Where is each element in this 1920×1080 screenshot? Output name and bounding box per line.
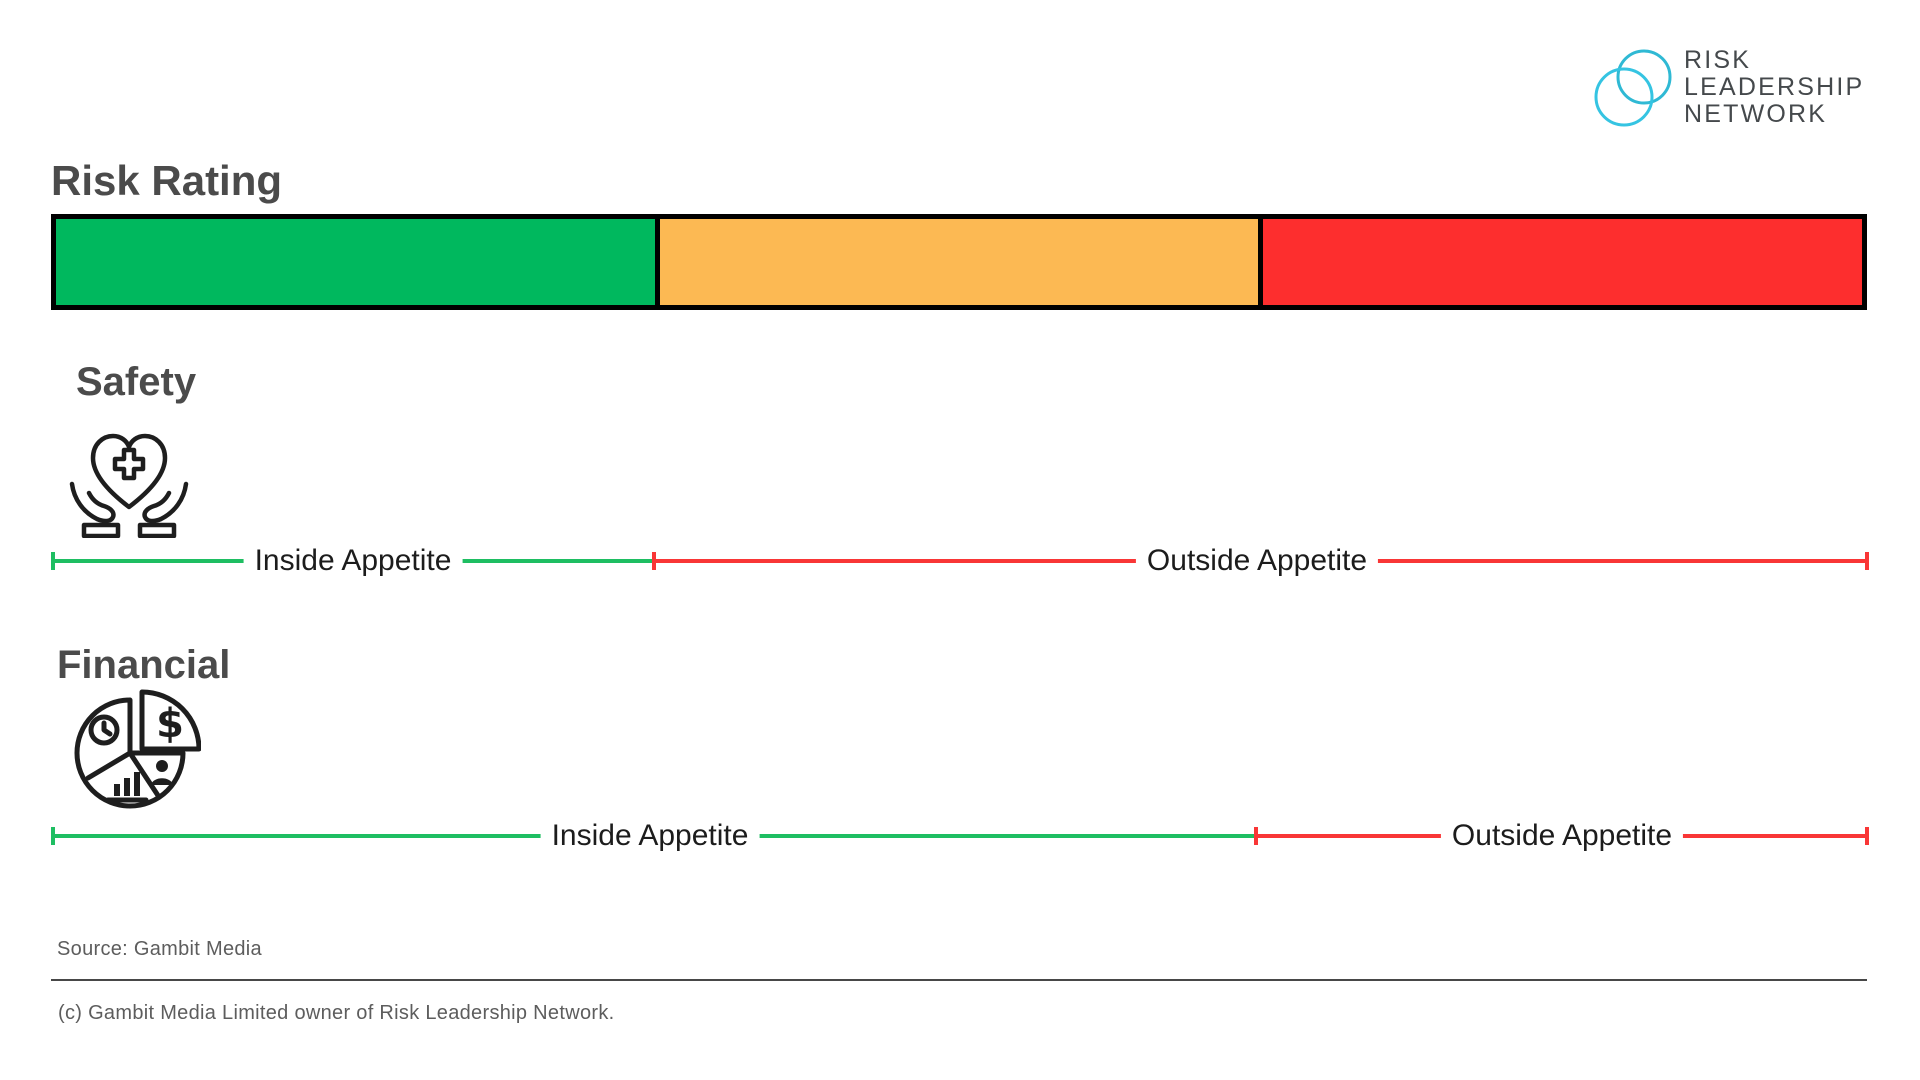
section-title-financial: Financial [57,643,231,687]
section-title-safety: Safety [76,360,197,404]
logo-line-2: LEADERSHIP [1684,73,1865,101]
source-attribution: Source: Gambit Media [57,938,262,960]
risk-leadership-network-logo: RISK LEADERSHIP NETWORK [1592,44,1882,130]
safety-line-threshold-tick [652,552,656,570]
rating-segment-green [56,219,655,305]
risk-rating-bar [51,214,1867,310]
logo-circles-icon [1594,49,1672,127]
heart-in-hands-icon [69,433,189,538]
rating-segment-red [1258,219,1863,305]
footer-divider [51,979,1867,981]
financial-outside-appetite-label: Outside Appetite [1440,819,1684,853]
financial-line-end-tick [1865,827,1869,845]
logo-wordmark: RISK LEADERSHIP NETWORK [1684,47,1864,128]
safety-appetite-line: Inside Appetite Outside Appetite [51,541,1869,581]
finance-pie-chart-icon: $ [74,689,201,809]
logo-line-1: RISK [1684,46,1752,74]
safety-outside-appetite-label: Outside Appetite [1135,544,1379,578]
rating-segment-amber [654,219,1259,305]
financial-line-start-tick [51,827,55,845]
svg-text:$: $ [156,701,184,747]
financial-line-threshold-tick [1254,827,1258,845]
financial-inside-appetite-label: Inside Appetite [540,819,760,853]
financial-appetite-line: Inside Appetite Outside Appetite [51,816,1869,856]
safety-line-end-tick [1865,552,1869,570]
page-title: Risk Rating [51,157,283,204]
logo-line-3: NETWORK [1684,100,1828,128]
copyright-notice: (c) Gambit Media Limited owner of Risk L… [58,1002,615,1024]
safety-inside-appetite-label: Inside Appetite [243,544,463,578]
safety-line-start-tick [51,552,55,570]
